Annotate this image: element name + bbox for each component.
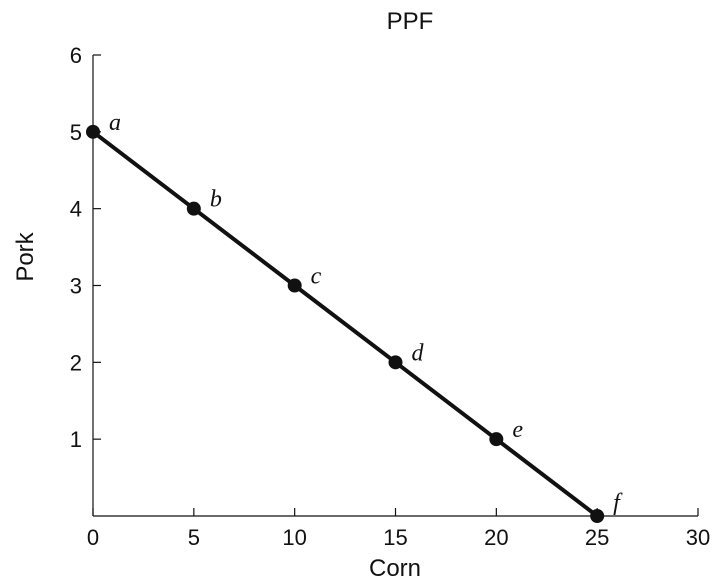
y-tick-label: 1 <box>70 427 82 452</box>
x-tick-label: 5 <box>188 525 200 550</box>
y-tick-label: 4 <box>70 197 82 222</box>
ppf-point-b <box>186 201 201 216</box>
ticks-layer: 0 5 10 15 20 25 30 1 2 3 4 5 6 <box>70 43 710 550</box>
x-axis-label: Corn <box>369 555 421 582</box>
ppf-point-f <box>590 509 605 523</box>
ppf-point-label-a: a <box>109 110 121 136</box>
y-tick-label: 3 <box>70 274 82 299</box>
ppf-point-label-e: e <box>512 417 523 443</box>
x-tick-label: 15 <box>383 525 407 550</box>
chart-title: PPF <box>387 8 434 35</box>
x-tick-label: 10 <box>282 525 306 550</box>
y-tick-label: 6 <box>70 43 82 68</box>
ppf-point-a <box>86 124 100 139</box>
ppf-point-e <box>489 432 504 447</box>
series-layer <box>86 124 605 523</box>
ppf-point-label-b: b <box>210 187 222 213</box>
x-tick-label: 30 <box>686 525 710 550</box>
ppf-point-label-f: f <box>613 490 623 516</box>
y-axis-label: Pork <box>12 231 39 281</box>
ppf-line <box>91 129 600 518</box>
ppf-point-d <box>388 355 403 370</box>
axes-layer <box>92 55 698 517</box>
y-tick-label: 5 <box>70 120 82 145</box>
ppf-point-label-c: c <box>311 264 322 290</box>
ppf-point-label-d: d <box>412 340 425 366</box>
ppf-point-c <box>287 278 302 293</box>
labels-layer: a b c d e f <box>109 110 623 516</box>
x-tick-label: 20 <box>484 525 508 550</box>
y-tick-label: 2 <box>70 350 82 375</box>
x-tick-label: 0 <box>87 525 99 550</box>
x-tick-label: 25 <box>585 525 609 550</box>
